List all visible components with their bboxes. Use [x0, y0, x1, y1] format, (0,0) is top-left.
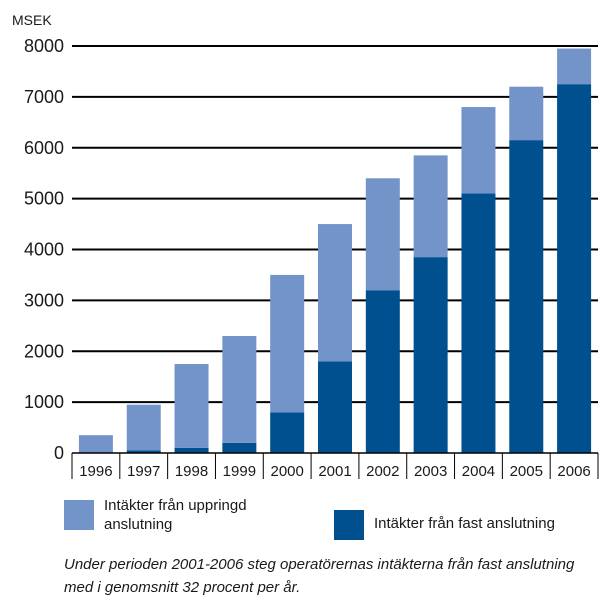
- caption: Under perioden 2001-2006 steg operatörer…: [64, 556, 575, 596]
- bar-fast-2003: [413, 257, 448, 453]
- revenue-chart: MSEK 0 1000 2000 3000 4000 5000 6000 7000 8000 1…: [12, 12, 599, 480]
- legend-item-uppringd: Intäkter från uppringd anslutning: [64, 496, 294, 534]
- bar-fast-2002: [365, 290, 400, 453]
- x-tick-label-1997: 1997: [127, 463, 160, 480]
- x-tick-label-2002: 2002: [366, 463, 399, 480]
- legend-swatch-uppringd: [64, 500, 94, 530]
- bar-uppringd-2001: [318, 224, 352, 362]
- x-tick-label-2004: 2004: [462, 463, 495, 480]
- y-tick-label: 7000: [24, 87, 64, 107]
- bar-uppringd-2005: [509, 86, 544, 141]
- bar-fast-2005: [509, 140, 544, 453]
- y-tick-label: 5000: [24, 189, 64, 209]
- bar-uppringd-2003: [413, 155, 448, 258]
- x-axis: 1996 1997 1998 1999 2000 2001 2002 2003 2004 2005…: [71, 452, 599, 480]
- y-tick-label: 3000: [24, 290, 64, 310]
- bar-fast-1997: [126, 450, 161, 453]
- y-tick-label: 2000: [24, 341, 64, 361]
- y-unit-label: MSEK: [12, 12, 52, 28]
- bar-uppringd-2006: [557, 48, 592, 85]
- x-tick-label-1999: 1999: [223, 463, 256, 480]
- bar-uppringd-2002: [365, 178, 400, 291]
- bar-uppringd-1996: [78, 435, 113, 453]
- bars: [78, 48, 592, 453]
- x-tick-label-2006: 2006: [557, 463, 590, 480]
- bar-uppringd-1997: [126, 404, 161, 451]
- y-tick-label: 6000: [24, 138, 64, 158]
- bar-fast-2006: [557, 84, 592, 453]
- bar-uppringd-1999: [222, 335, 257, 443]
- y-axis: 0 1000 2000 3000 4000 5000 6000 7000 8000: [24, 36, 64, 463]
- legend-label-fast: Intäkter från fast anslutning: [374, 515, 555, 532]
- x-tick-label-1998: 1998: [175, 463, 208, 480]
- x-tick-label-1996: 1996: [79, 463, 112, 480]
- bar-uppringd-2004: [461, 107, 496, 194]
- x-tick-label-2001: 2001: [318, 463, 351, 480]
- bar-fast-2001: [318, 361, 352, 453]
- legend-item-fast: Intäkter från fast anslutning: [334, 506, 594, 540]
- bar-fast-2004: [461, 193, 496, 453]
- y-tick-label: 4000: [24, 240, 64, 260]
- x-tick-label-2003: 2003: [414, 463, 447, 480]
- x-tick-label-2000: 2000: [270, 463, 303, 480]
- bar-fast-1999: [222, 442, 257, 453]
- bar-fast-2000: [270, 412, 305, 453]
- y-tick-label: 8000: [24, 36, 64, 56]
- bar-fast-1998: [174, 447, 209, 453]
- y-tick-label: 1000: [24, 392, 64, 412]
- bar-uppringd-2000: [270, 274, 305, 413]
- bar-uppringd-1998: [174, 363, 209, 448]
- legend-label-uppringd: Intäkter från uppringd anslutning: [104, 497, 247, 533]
- x-tick-label-2005: 2005: [510, 463, 543, 480]
- y-tick-label: 0: [54, 443, 64, 463]
- legend-swatch-fast: [334, 510, 364, 540]
- legend: Intäkter från uppringd anslutning Intäkt…: [64, 496, 594, 546]
